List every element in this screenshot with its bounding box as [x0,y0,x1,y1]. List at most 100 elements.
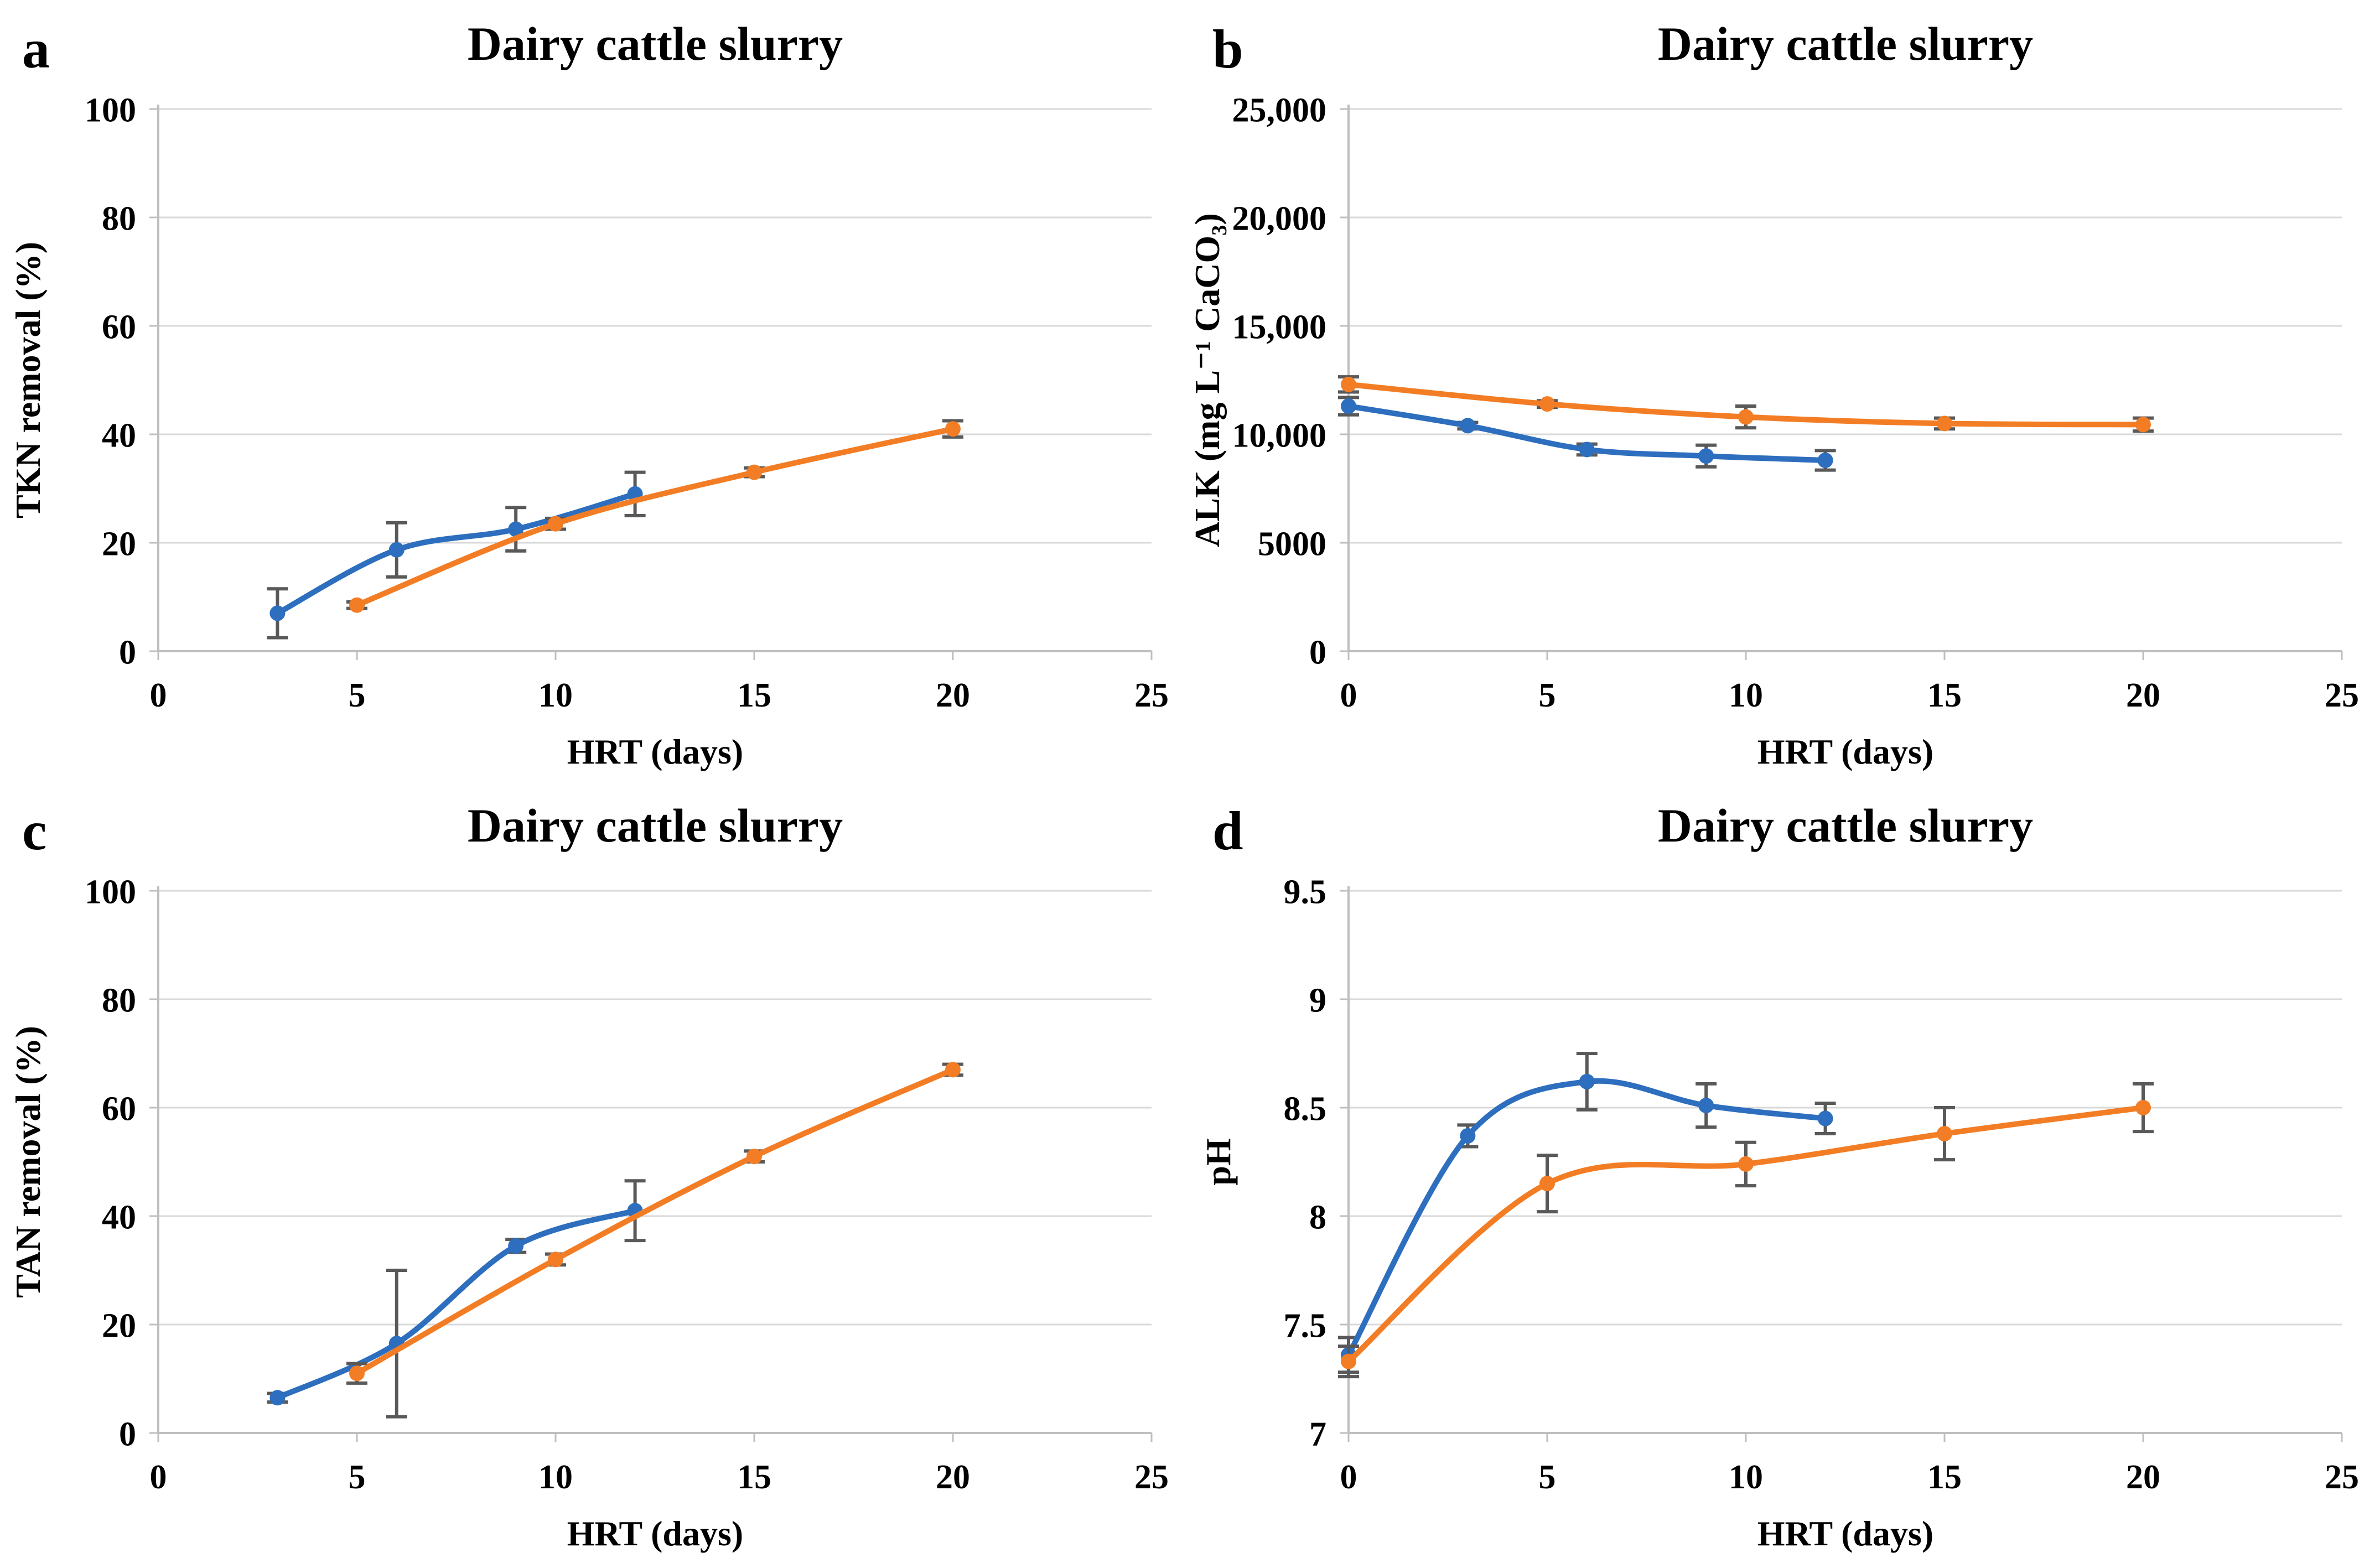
y-tick-label: 9 [1309,982,1326,1019]
chart-panel-c: c Dairy cattle slurry TAN removal (%) HR… [0,782,1190,1563]
panel-letter: b [1212,18,1243,80]
x-tick-label: 5 [349,1458,366,1496]
y-tick-label: 0 [119,633,136,671]
data-point-orange [2135,417,2151,433]
x-tick-label: 15 [737,677,771,714]
data-point-blue [1341,398,1356,414]
x-axis-title: HRT (days) [1757,732,1933,771]
x-tick-label: 10 [538,677,573,714]
x-tick-label: 20 [936,1458,970,1496]
data-series-orange [354,1067,956,1377]
x-tick-label: 10 [1729,1458,1763,1496]
plot-area-c: c Dairy cattle slurry TAN removal (%) HR… [8,799,1169,1553]
data-point-orange [1341,376,1356,392]
data-point-orange [746,464,762,480]
y-tick-label: 60 [102,308,136,346]
data-point-blue [1698,1098,1714,1114]
y-tick-label: 80 [102,982,136,1019]
x-axis-title: HRT (days) [1757,1514,1933,1553]
data-point-orange [1539,396,1555,412]
data-point-blue [269,1390,286,1406]
panel-letter: c [22,800,46,861]
y-axis-title: pH [1199,1138,1238,1185]
plot-area-d: d Dairy cattle slurry pH HRT (days) 7 7.5… [1199,799,2360,1553]
chart-panel-d: d Dairy cattle slurry pH HRT (days) 7 7.5… [1190,782,2380,1563]
data-point-blue [1460,1128,1476,1144]
data-series-blue [274,491,638,616]
x-tick-label: 20 [2126,677,2160,714]
data-point-blue [508,521,524,537]
data-point-orange [1937,1126,1952,1142]
plot-content: 0 20 40 60 80 100 0 5 10 15 20 25 [85,91,1169,714]
x-tick-label: 15 [1927,677,1962,714]
y-tick-label: 100 [85,873,136,911]
y-axis-title: ALK (mg L⁻¹ CaCO₃) [1190,213,1227,547]
y-axis-title: TKN removal (%) [8,242,48,518]
y-tick-label: 7.5 [1284,1307,1327,1344]
data-point-orange [1341,1353,1356,1369]
y-tick-label: 20,000 [1232,200,1327,237]
y-tick-label: 7 [1309,1415,1326,1453]
data-point-blue [1579,442,1595,458]
data-point-blue [1698,448,1714,464]
data-series-blue [1346,1078,1828,1358]
plot-content: 7 7.5 8 8.5 9 9.5 0 5 10 15 20 25 [1284,873,2360,1496]
y-tick-label: 80 [102,200,136,237]
y-tick-label: 10,000 [1232,417,1327,454]
data-point-orange [548,1252,563,1268]
x-tick-label: 0 [150,1458,167,1496]
data-point-orange [1937,416,1952,432]
y-tick-label: 40 [102,1198,136,1236]
x-tick-label: 15 [1927,1458,1962,1496]
data-point-blue [1817,453,1833,469]
x-tick-label: 25 [1134,677,1169,714]
plot-area-a: a Dairy cattle slurry TKN removal (%) HR… [8,17,1169,771]
x-tick-label: 25 [2325,677,2359,714]
chart-panel-b: b Dairy cattle slurry ALK (mg L⁻¹ CaCO₃)… [1190,0,2380,781]
y-tick-label: 100 [85,91,136,129]
y-tick-label: 0 [1309,633,1326,671]
y-tick-label: 15,000 [1232,308,1327,346]
x-tick-label: 0 [1340,1458,1357,1496]
x-axis-title: HRT (days) [567,1514,743,1553]
data-point-orange [349,1365,365,1382]
data-point-orange [2135,1100,2151,1115]
data-series-blue [274,1208,638,1401]
y-tick-label: 40 [102,417,136,454]
y-tick-label: 25,000 [1232,91,1327,129]
data-point-blue [1579,1073,1595,1089]
x-tick-label: 15 [737,1458,771,1496]
y-tick-label: 9.5 [1284,873,1327,911]
data-point-blue [1460,418,1476,434]
x-tick-label: 25 [2325,1458,2359,1496]
chart-title: Dairy cattle slurry [468,17,843,70]
y-tick-label: 20 [102,525,136,563]
x-tick-label: 5 [349,677,366,714]
data-point-blue [1817,1110,1833,1126]
data-point-orange [1539,1176,1555,1192]
x-tick-label: 10 [1729,677,1763,714]
plot-area-b: b Dairy cattle slurry ALK (mg L⁻¹ CaCO₃)… [1190,17,2360,771]
data-point-orange [945,421,961,437]
x-axis-title: HRT (days) [567,732,743,771]
panel-letter: d [1212,800,1243,861]
plot-content: 0 20 40 60 80 100 0 5 10 15 20 25 [85,873,1169,1496]
data-point-orange [548,516,563,532]
plot-content: 0 5000 10,000 15,000 20,000 25,000 0 5 10 15 20 25 [1232,91,2360,714]
x-tick-label: 10 [538,1458,573,1496]
x-tick-label: 0 [150,677,167,714]
x-tick-label: 20 [2126,1458,2160,1496]
y-tick-label: 5000 [1258,525,1326,563]
data-series-orange [354,426,956,608]
y-tick-label: 8 [1309,1198,1326,1236]
data-point-orange [1738,409,1754,425]
x-tick-label: 0 [1340,677,1357,714]
x-tick-label: 25 [1134,1458,1169,1496]
data-point-orange [746,1149,762,1165]
chart-title: Dairy cattle slurry [468,799,843,852]
data-point-blue [388,542,405,558]
data-point-orange [1738,1156,1754,1172]
data-point-blue [508,1238,524,1254]
data-point-orange [945,1062,961,1078]
